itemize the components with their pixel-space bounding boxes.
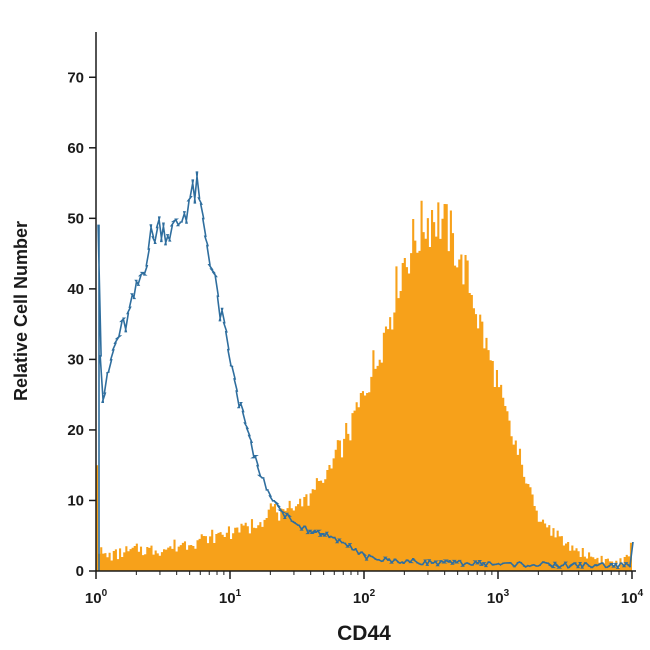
- y-axis-ticks: 0 10 20 30 40 50 60 70: [67, 69, 96, 580]
- plot-area: [96, 171, 634, 572]
- x-axis-label: CD44: [337, 622, 391, 645]
- y-axis-label: Relative Cell Number: [11, 221, 31, 401]
- y-tick-label: 40: [67, 281, 84, 298]
- series-filled-histogram: [96, 200, 632, 572]
- x-tick-label: 101: [219, 588, 242, 607]
- y-tick-label: 70: [67, 69, 84, 86]
- x-tick-label: 104: [621, 588, 644, 607]
- x-tick-label: 102: [353, 588, 376, 607]
- y-tick-label: 30: [67, 351, 84, 368]
- x-tick-label: 100: [85, 588, 108, 607]
- y-tick-label: 0: [76, 563, 84, 580]
- y-tick-label: 20: [67, 422, 84, 439]
- y-tick-label: 50: [67, 210, 84, 227]
- x-axis-ticks: 100 101 102 103 104: [85, 571, 644, 607]
- x-tick-label: 103: [487, 588, 510, 607]
- y-tick-label: 10: [67, 492, 84, 509]
- series-outline-histogram: [97, 171, 634, 571]
- y-tick-label: 60: [67, 140, 84, 157]
